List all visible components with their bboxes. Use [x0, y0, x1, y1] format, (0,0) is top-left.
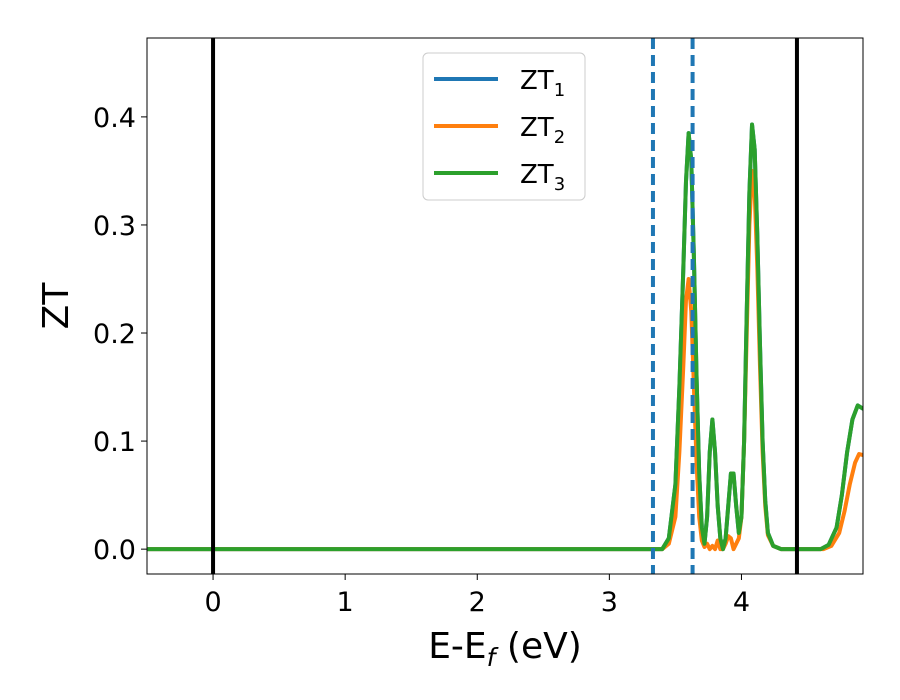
series-layer	[147, 122, 863, 552]
y-tick-label: 0.3	[93, 211, 136, 242]
legend-label-zt3: ZT3	[520, 160, 565, 195]
y-tick-label: 0.4	[93, 103, 136, 134]
x-tick-label: 1	[337, 587, 354, 618]
x-tick-label: 3	[601, 587, 618, 618]
legend-box	[422, 52, 586, 201]
x-title-units: (eV)	[495, 626, 581, 667]
reference-lines	[211, 38, 799, 574]
x-axis: 0 1 2 3 4	[204, 574, 750, 618]
legend-label-zt2: ZT2	[520, 113, 565, 148]
plot-frame	[146, 37, 864, 575]
x-axis-title: E-Ef (eV)	[428, 626, 582, 672]
legend-label-zt1: ZT1	[520, 66, 565, 101]
x-tick-label: 2	[469, 587, 486, 618]
x-tick-label: 4	[733, 587, 750, 618]
legend: ZT1 ZT2 ZT3	[422, 52, 586, 201]
x-tick-label: 0	[204, 587, 221, 618]
y-axis-title: ZT	[36, 282, 77, 330]
y-tick-label: 0.0	[93, 535, 136, 566]
y-tick-label: 0.1	[93, 427, 136, 458]
y-axis: 0.0 0.1 0.2 0.3 0.4	[93, 103, 147, 566]
series-line-zt3	[147, 122, 863, 552]
y-tick-label: 0.2	[93, 319, 136, 350]
x-title-main: E-E	[428, 626, 486, 667]
